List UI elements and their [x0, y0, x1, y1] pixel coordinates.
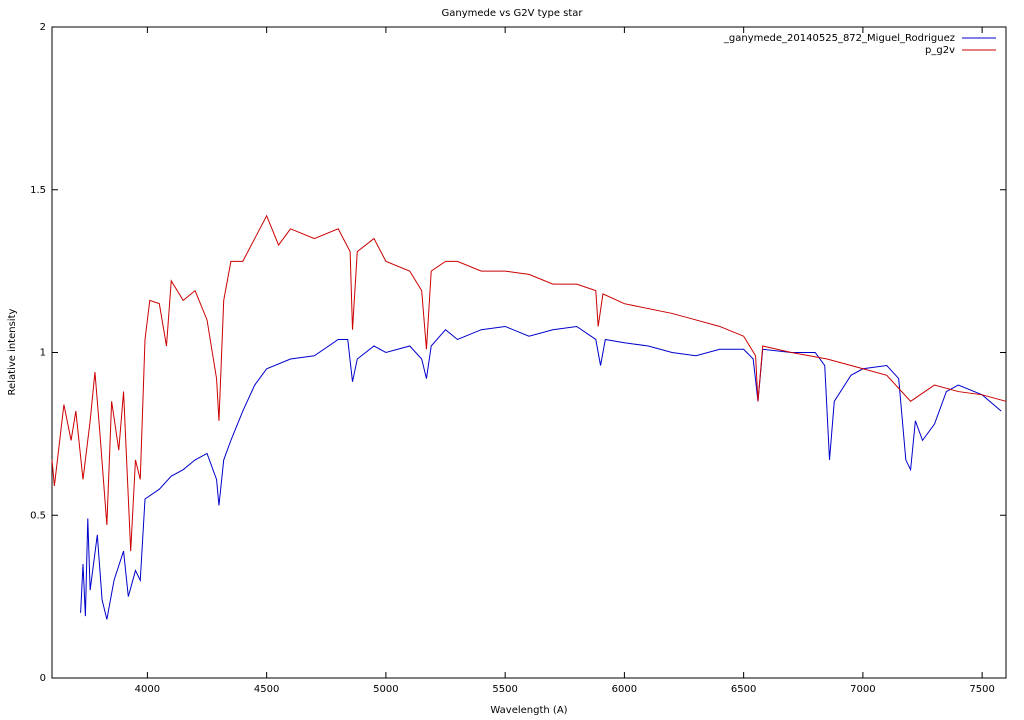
y-tick-label: 2	[40, 22, 46, 33]
y-axis-label: Relative intensity	[7, 308, 18, 395]
plot-frame	[51, 26, 1007, 679]
x-tick-label: 5500	[492, 684, 517, 695]
x-tick-label: 7500	[969, 684, 994, 695]
y-tick-label: 0	[40, 673, 46, 684]
x-tick-label: 4500	[254, 684, 279, 695]
y-tick-label: 1	[40, 348, 46, 359]
legend-label: p_g2v	[925, 45, 955, 56]
y-tick-label: 0.5	[30, 510, 46, 521]
x-axis-label: Wavelength (A)	[490, 705, 567, 716]
x-tick-label: 6000	[612, 684, 637, 695]
x-tick-label: 7000	[850, 684, 875, 695]
series-line	[51, 214, 1007, 552]
x-tick-label: 4000	[135, 684, 160, 695]
x-tick-label: 6500	[731, 684, 756, 695]
series-line	[80, 325, 1002, 620]
y-tick-label: 1.5	[30, 185, 46, 196]
legend-label: _ganymede_20140525_872_Miguel_Rodriguez	[723, 33, 955, 44]
x-tick-label: 5000	[373, 684, 398, 695]
chart-title: Ganymede vs G2V type star	[441, 8, 583, 19]
